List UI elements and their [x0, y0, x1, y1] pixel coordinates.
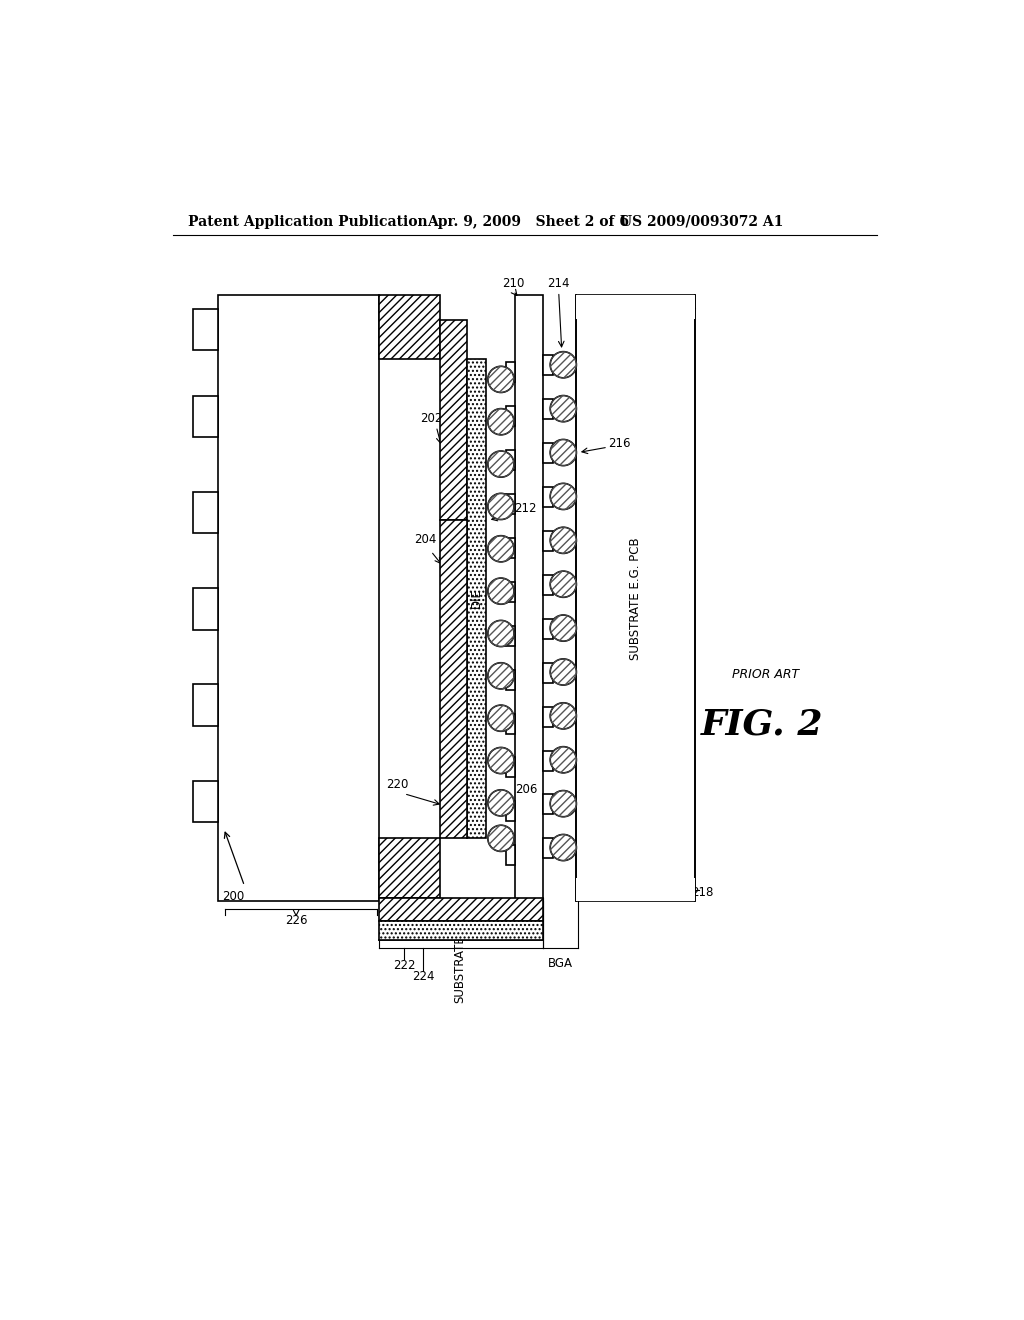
Bar — [544, 619, 553, 639]
Circle shape — [487, 367, 514, 392]
Circle shape — [487, 620, 514, 647]
Bar — [506, 669, 515, 689]
Text: Apr. 9, 2009   Sheet 2 of 6: Apr. 9, 2009 Sheet 2 of 6 — [427, 215, 629, 228]
Text: SUBSTRATE: SUBSTRATE — [454, 936, 467, 1003]
Bar — [217, 296, 379, 902]
Text: Patent Application Publication: Patent Application Publication — [188, 215, 428, 228]
Bar — [506, 758, 515, 777]
Bar — [577, 878, 695, 902]
Bar — [544, 444, 553, 463]
Bar — [544, 838, 553, 858]
Bar — [544, 487, 553, 507]
Circle shape — [487, 825, 514, 851]
Bar — [544, 399, 553, 418]
Bar — [379, 296, 440, 359]
Circle shape — [550, 659, 577, 685]
Bar — [379, 838, 440, 898]
Text: DIE: DIE — [470, 589, 483, 609]
Circle shape — [550, 615, 577, 642]
Circle shape — [487, 451, 514, 478]
Bar — [506, 626, 515, 645]
Circle shape — [550, 527, 577, 553]
Bar — [544, 355, 553, 375]
Bar — [193, 492, 217, 533]
Circle shape — [487, 578, 514, 605]
Bar — [193, 589, 217, 630]
Bar — [440, 520, 467, 838]
Bar — [544, 576, 553, 595]
Bar — [506, 801, 515, 821]
Circle shape — [487, 663, 514, 689]
Text: US 2009/0093072 A1: US 2009/0093072 A1 — [620, 215, 783, 228]
Bar — [506, 363, 515, 383]
Bar — [467, 359, 486, 838]
Bar — [515, 296, 544, 902]
Circle shape — [487, 494, 514, 520]
Circle shape — [487, 747, 514, 774]
Text: PRIOR ART: PRIOR ART — [732, 668, 800, 681]
Text: 200: 200 — [222, 890, 244, 903]
Text: 206: 206 — [515, 783, 538, 796]
Bar — [506, 582, 515, 602]
Text: 212: 212 — [514, 502, 537, 515]
Bar — [506, 450, 515, 470]
Circle shape — [550, 834, 577, 861]
Circle shape — [550, 351, 577, 378]
Bar — [544, 531, 553, 552]
Circle shape — [550, 440, 577, 466]
Text: 204: 204 — [415, 533, 436, 546]
Circle shape — [487, 705, 514, 731]
Bar — [544, 795, 553, 814]
Circle shape — [550, 396, 577, 422]
Text: SUBSTRATE E.G. PCB: SUBSTRATE E.G. PCB — [629, 537, 642, 660]
Circle shape — [487, 409, 514, 434]
Bar — [193, 684, 217, 726]
Bar — [440, 321, 467, 520]
Circle shape — [550, 572, 577, 598]
Circle shape — [487, 789, 514, 816]
Bar — [577, 296, 695, 318]
Text: 222: 222 — [392, 958, 415, 972]
Bar — [193, 396, 217, 437]
Bar — [379, 898, 544, 921]
Circle shape — [550, 702, 577, 729]
Text: 220: 220 — [386, 777, 409, 791]
Text: 210: 210 — [502, 277, 524, 289]
Bar — [506, 494, 515, 515]
Bar — [193, 309, 217, 350]
Text: 224: 224 — [412, 970, 434, 983]
Circle shape — [550, 791, 577, 817]
Bar — [577, 296, 695, 902]
Bar — [193, 780, 217, 822]
Text: 214: 214 — [548, 277, 570, 290]
Bar — [506, 407, 515, 426]
Bar — [506, 845, 515, 866]
Text: 216: 216 — [608, 437, 631, 450]
Bar — [506, 539, 515, 558]
Text: 218: 218 — [691, 886, 714, 899]
Bar — [544, 751, 553, 771]
Bar — [544, 663, 553, 682]
Circle shape — [487, 536, 514, 562]
Bar — [506, 714, 515, 734]
Bar — [544, 706, 553, 726]
Circle shape — [550, 747, 577, 774]
Text: BGA: BGA — [548, 957, 573, 970]
Text: 208: 208 — [441, 403, 464, 416]
Text: FIG. 2: FIG. 2 — [700, 708, 823, 742]
Bar — [379, 921, 544, 940]
Circle shape — [550, 483, 577, 510]
Text: 202: 202 — [420, 412, 442, 425]
Text: 226: 226 — [285, 915, 307, 927]
